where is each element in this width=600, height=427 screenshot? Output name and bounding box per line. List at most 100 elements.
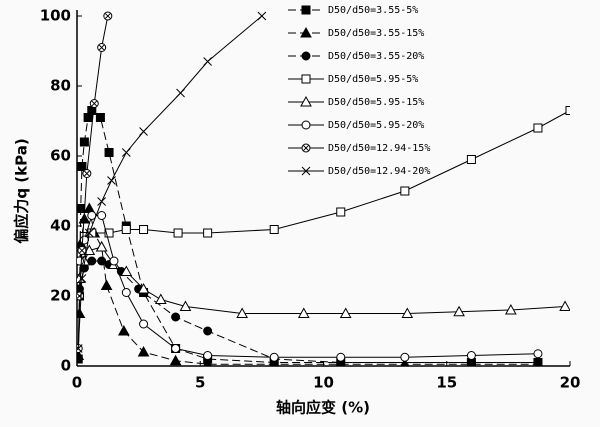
x-tick-label: 20 xyxy=(560,374,581,392)
marker xyxy=(300,95,312,107)
series-line xyxy=(77,109,538,363)
marker xyxy=(137,345,150,357)
marker xyxy=(336,207,346,217)
marker xyxy=(95,113,105,122)
marker xyxy=(301,166,311,176)
marker xyxy=(120,265,133,276)
marker xyxy=(466,351,476,360)
marker xyxy=(301,120,311,130)
marker xyxy=(176,88,185,98)
marker xyxy=(203,358,212,366)
marker xyxy=(103,11,113,21)
marker xyxy=(269,225,279,234)
marker xyxy=(565,106,570,115)
marker xyxy=(77,274,87,283)
marker xyxy=(139,225,149,234)
marker xyxy=(257,11,267,21)
marker xyxy=(336,352,346,362)
marker xyxy=(300,26,312,38)
marker xyxy=(109,256,119,266)
y-axis-title: 偏应力q (kPa) xyxy=(13,138,31,243)
marker xyxy=(533,349,543,359)
marker xyxy=(89,99,99,108)
legend-label: D50/d50=3.55-15% xyxy=(328,28,424,39)
marker xyxy=(121,288,131,297)
marker xyxy=(466,155,476,164)
marker xyxy=(400,186,410,196)
marker xyxy=(97,256,107,266)
series-line xyxy=(78,110,570,262)
marker xyxy=(117,324,130,336)
marker xyxy=(533,358,543,366)
marker xyxy=(154,293,167,304)
marker xyxy=(533,123,543,133)
marker xyxy=(121,225,131,234)
marker xyxy=(139,127,148,136)
marker xyxy=(97,43,107,52)
marker xyxy=(173,228,183,238)
marker xyxy=(339,307,352,318)
marker xyxy=(104,228,114,238)
marker xyxy=(121,148,131,157)
series-line xyxy=(78,215,538,358)
legend-label: D50/d50=12.94-20% xyxy=(328,166,430,177)
y-tick-label: 80 xyxy=(50,77,71,95)
marker xyxy=(301,143,311,153)
y-tick-label: 0 xyxy=(61,357,71,375)
marker xyxy=(100,279,113,290)
legend-label: D50/d50=5.95-20% xyxy=(328,120,424,131)
marker xyxy=(95,240,108,252)
marker xyxy=(104,148,114,157)
marker xyxy=(301,51,311,61)
marker xyxy=(179,300,192,311)
legend-label: D50/d50=5.95-5% xyxy=(328,74,418,85)
y-tick-label: 20 xyxy=(50,287,71,305)
series-line xyxy=(78,246,566,314)
marker xyxy=(137,282,150,294)
marker xyxy=(504,303,517,315)
marker xyxy=(77,246,87,255)
marker xyxy=(169,354,182,366)
marker xyxy=(203,351,213,360)
marker xyxy=(82,169,92,178)
legend-label: D50/d50=3.55-20% xyxy=(328,51,424,62)
marker xyxy=(559,300,570,311)
legend-label: D50/d50=3.55-5% xyxy=(328,5,418,16)
marker xyxy=(301,5,311,15)
y-tick-label: 60 xyxy=(50,147,71,165)
marker xyxy=(236,307,249,318)
marker xyxy=(79,137,89,147)
y-tick-label: 100 xyxy=(40,7,71,25)
marker xyxy=(139,319,149,329)
x-tick-label: 0 xyxy=(72,374,82,392)
marker xyxy=(301,74,311,84)
marker xyxy=(84,228,94,238)
marker xyxy=(97,197,107,206)
marker xyxy=(171,312,181,322)
marker xyxy=(269,352,279,362)
marker xyxy=(171,344,181,353)
x-tick-label: 5 xyxy=(195,374,205,392)
x-axis-title: 轴向应变 (%) xyxy=(276,399,370,417)
marker xyxy=(77,162,87,171)
marker xyxy=(297,307,310,318)
series xyxy=(77,11,113,353)
marker xyxy=(203,57,212,66)
marker xyxy=(453,305,465,317)
marker xyxy=(87,256,97,266)
marker xyxy=(400,352,410,362)
y-tick-label: 40 xyxy=(50,217,71,235)
marker xyxy=(87,228,97,238)
series xyxy=(77,106,570,266)
x-tick-label: 10 xyxy=(313,374,334,392)
series xyxy=(77,11,267,353)
legend-label: D50/d50=5.95-15% xyxy=(328,97,424,108)
marker xyxy=(77,344,83,353)
marker xyxy=(203,326,213,336)
legend-label: D50/d50=12.94-15% xyxy=(328,143,430,154)
series-line xyxy=(77,15,263,349)
marker xyxy=(401,307,414,318)
marker xyxy=(79,235,89,245)
marker xyxy=(107,176,116,185)
